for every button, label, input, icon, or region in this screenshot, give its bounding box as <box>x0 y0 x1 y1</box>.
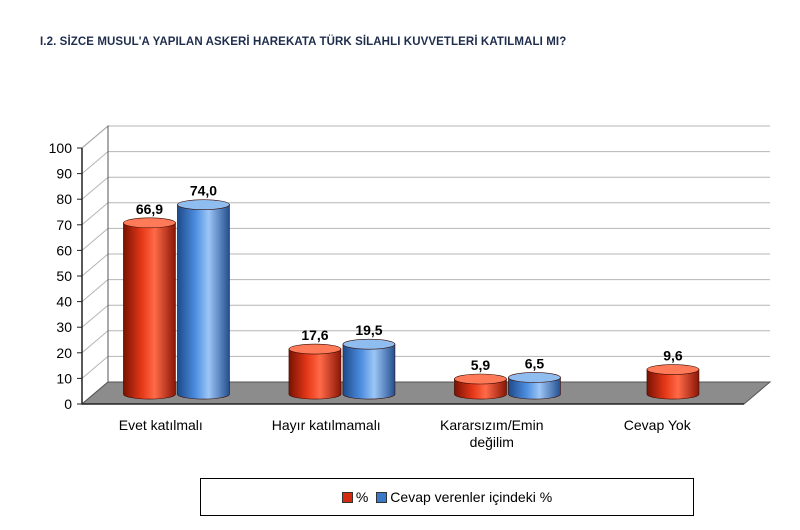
grid-line-side <box>81 330 109 354</box>
data-label-0-2: 5,9 <box>471 357 491 373</box>
x-category-label: değilim <box>470 434 514 450</box>
chart-title: I.2. SİZCE MUSUL'A YAPILAN ASKERİ HAREKA… <box>40 36 567 48</box>
y-tick-label: 30 <box>56 319 72 335</box>
grid-line-side <box>81 151 109 174</box>
data-label-0-0: 66,9 <box>136 201 163 217</box>
chart-legend: % Cevap verenler içindeki % <box>200 478 694 516</box>
bar-top-1-0 <box>177 199 230 210</box>
y-tick-label: 10 <box>56 370 72 386</box>
y-tick-label: 80 <box>56 191 72 207</box>
legend-label-percent: % <box>355 489 369 505</box>
y-tick-label: 0 <box>64 396 72 412</box>
legend-swatch-blue <box>376 491 388 503</box>
y-tick-label: 20 <box>56 345 72 361</box>
bar-0-3 <box>646 369 700 400</box>
legend-swatch-red <box>341 491 353 503</box>
data-label-1-1: 19,5 <box>355 322 382 338</box>
legend-item-percent: % <box>341 489 369 505</box>
grid-line-side <box>81 125 109 149</box>
y-tick-label: 60 <box>56 242 72 258</box>
grid-line-side <box>81 279 109 302</box>
bar-top-1-1 <box>342 338 396 350</box>
grid-line-side <box>81 202 109 226</box>
bar-top-0-3 <box>646 364 700 375</box>
grid-line-side <box>81 304 109 328</box>
legend-item-respondents: Cevap verenler içindeki % <box>376 489 552 505</box>
grid-line-side <box>81 356 109 379</box>
bar-0-0 <box>123 222 176 400</box>
bar-1-2 <box>508 377 561 400</box>
bar-0-2 <box>454 378 507 400</box>
y-tick-label: 90 <box>56 166 72 182</box>
x-category-label: Kararsızım/Emin <box>440 417 543 433</box>
bar-top-1-2 <box>508 372 561 383</box>
y-tick-label: 50 <box>56 268 72 284</box>
bar-1-1 <box>342 343 396 400</box>
grid-line-side <box>81 253 109 277</box>
data-label-0-1: 17,6 <box>301 327 328 343</box>
grid-line-side <box>81 228 109 251</box>
bar-top-0-0 <box>123 217 176 229</box>
y-tick-label: 70 <box>56 217 72 233</box>
bar-0-1 <box>288 348 342 400</box>
data-label-0-3: 9,6 <box>663 348 683 364</box>
data-label-1-2: 6,5 <box>525 355 545 371</box>
bar-top-0-2 <box>454 373 507 385</box>
x-category-label: Evet katılmalı <box>119 417 203 433</box>
y-tick-label: 100 <box>49 140 73 156</box>
x-category-label: Cevap Yok <box>624 417 692 433</box>
x-category-label: Hayır katılmamalı <box>272 417 381 433</box>
y-tick-label: 40 <box>56 294 72 310</box>
bar-1-0 <box>177 204 230 400</box>
legend-label-respondents: Cevap verenler içindeki % <box>390 489 553 505</box>
data-label-1-0: 74,0 <box>190 183 217 199</box>
grid-line-side <box>81 176 109 200</box>
bar-top-0-1 <box>288 343 342 355</box>
